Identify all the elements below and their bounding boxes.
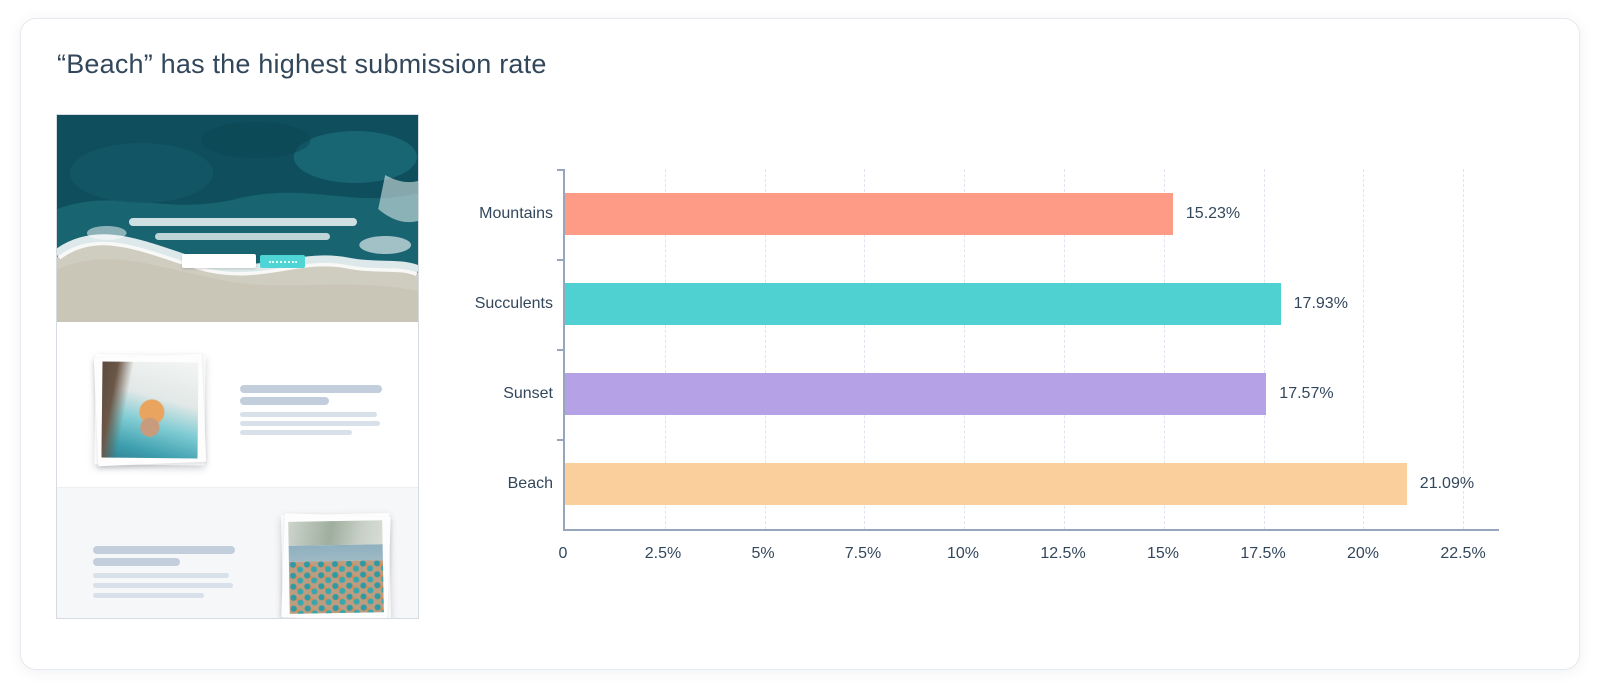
bar-beach [565,463,1407,505]
thumbnail-bottom-section [57,487,418,618]
seashell-photo [94,354,206,466]
category-label-mountains: Mountains [479,205,553,222]
text-placeholder-line [93,583,233,588]
text-placeholder-line [240,412,377,417]
thumbnail-middle-section [57,322,418,487]
y-axis-tick [557,349,565,351]
gridline [864,169,866,529]
gridline [964,169,966,529]
chart-row: Sunset 17.57% [503,349,1499,439]
chart-row: Beach 21.09% [508,439,1499,529]
photo-umbrella-rows [288,560,384,614]
text-placeholder-line [93,558,180,566]
chart-row: Succulents 17.93% [475,259,1499,349]
category-label-sunset: Sunset [503,385,553,402]
value-label-mountains: 15.23% [1185,205,1241,222]
x-tick-label: 22.5% [1440,545,1486,562]
email-input-placeholder [182,254,256,268]
bar-succulents [565,283,1281,325]
text-placeholder-line [93,573,229,578]
value-label-succulents: 17.93% [1293,295,1348,312]
x-tick-label: 0 [558,545,568,562]
report-card: “Beach” has the highest submission rate [20,18,1580,670]
gridline [664,169,666,529]
value-label-beach: 21.09% [1419,475,1475,492]
category-label-beach: Beach [507,475,553,492]
x-axis-labels: 0 2.5% 5% 7.5% 10% 12.5% 15% 17.5% 20% 22.5% [559,545,1499,565]
gridline [1263,169,1265,529]
hero-subheadline-placeholder [155,233,330,240]
seashell-photo-image [101,361,199,459]
x-tick-label: 2.5% [644,545,682,562]
y-axis-tick [557,439,565,441]
submit-button-placeholder [260,255,305,268]
landing-page-thumbnail [56,114,419,619]
value-label-sunset: 17.57% [1279,385,1334,402]
button-text-placeholder [268,260,297,263]
hero-image [57,115,418,322]
photo-sky-mountain [288,520,383,546]
bar-mountains [565,193,1173,235]
x-tick-label: 10% [946,545,980,562]
bar-sunset [565,373,1267,415]
text-placeholder-line [240,397,329,405]
gridline [1363,169,1365,529]
beach-umbrellas-photo [281,513,391,618]
photo-sea [288,544,383,563]
text-placeholder-line [93,593,204,598]
x-tick-label: 17.5% [1240,545,1286,562]
gridline [1063,169,1065,529]
x-tick-label: 20% [1346,545,1380,562]
ocean-photo-illustration [57,115,418,322]
x-tick-label: 15% [1146,545,1179,562]
hero-headline-placeholder [129,218,357,226]
text-placeholder-line [240,385,382,393]
plot-area: Mountains 15.23% Succulents 17.93% Sunset 17.… [475,169,1499,531]
text-placeholder-line [93,546,235,554]
beach-umbrellas-photo-image [288,520,384,614]
gridline [764,169,766,529]
y-axis-tick [557,169,565,171]
text-placeholder-line [240,430,352,435]
category-label-succulents: Succulents [474,295,553,312]
x-tick-label: 5% [751,545,775,562]
y-axis-tick [557,259,565,261]
chart-row: Mountains 15.23% [479,169,1499,259]
x-tick-label: 7.5% [844,545,882,562]
text-placeholder-line [240,421,380,426]
page-title: “Beach” has the highest submission rate [57,49,547,79]
gridline [1463,169,1465,529]
gridline [1163,169,1165,529]
x-tick-label: 12.5% [1040,545,1086,562]
